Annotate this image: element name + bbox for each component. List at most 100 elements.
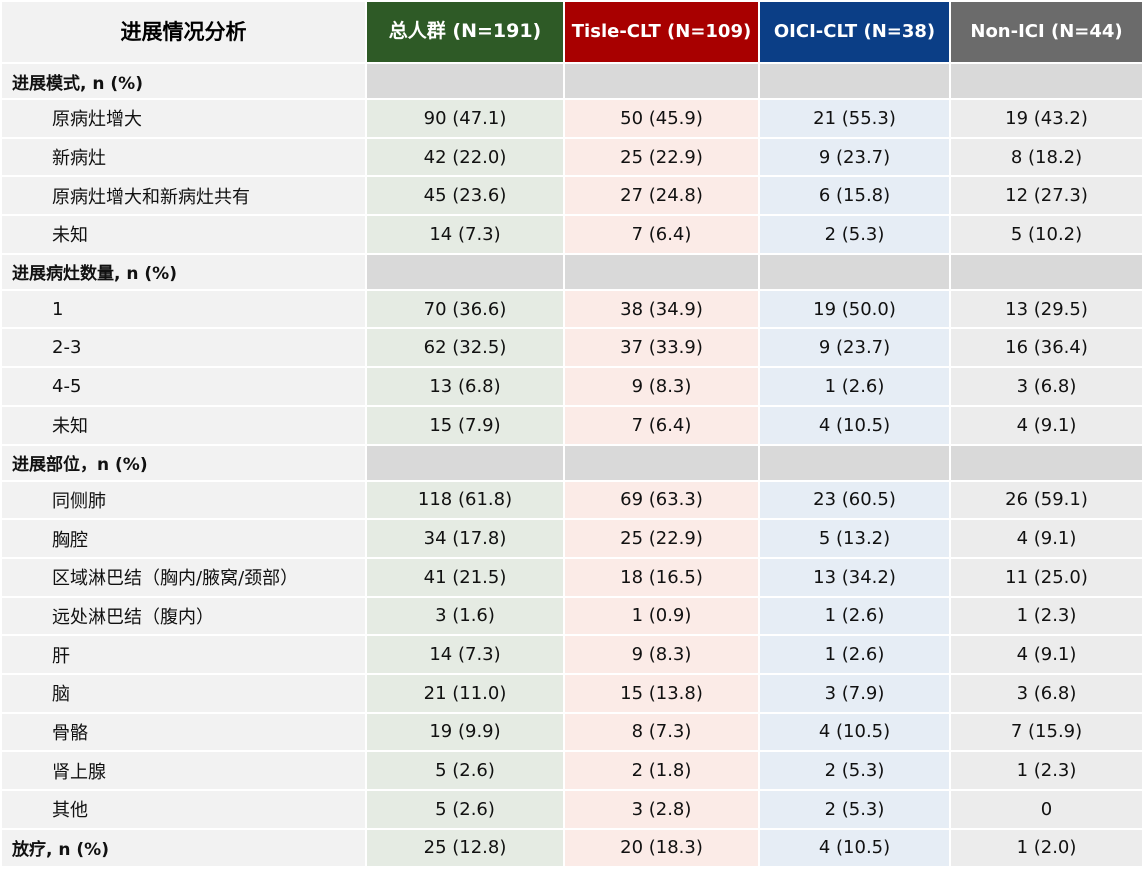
data-cell: 50 (45.9)	[565, 100, 758, 137]
section-title: 进展病灶数量, n (%)	[2, 254, 365, 289]
table-row: 2-3 62 (32.5) 37 (33.9) 9 (23.7) 16 (36.4)	[2, 329, 1142, 367]
data-cell: 25 (12.8)	[367, 829, 563, 866]
table-row: 远处淋巴结（腹内） 3 (1.6) 1 (0.9) 1 (2.6) 1 (2.3)	[2, 597, 1142, 635]
data-cell: 19 (43.2)	[951, 100, 1142, 137]
data-cell: 8 (7.3)	[565, 713, 758, 751]
data-cell: 3 (6.8)	[951, 368, 1142, 405]
data-cell: 11 (25.0)	[951, 558, 1142, 596]
section-fill-cell	[951, 254, 1142, 289]
data-cell: 25 (22.9)	[565, 138, 758, 176]
table-row: 未知 14 (7.3) 7 (6.4) 2 (5.3) 5 (10.2)	[2, 216, 1142, 253]
table-row: 4-5 13 (6.8) 9 (8.3) 1 (2.6) 3 (6.8)	[2, 368, 1142, 405]
table-row: 肝 14 (7.3) 9 (8.3) 1 (2.6) 4 (9.1)	[2, 636, 1142, 673]
data-cell: 13 (34.2)	[760, 558, 949, 596]
section-fill-cell	[760, 445, 949, 480]
section-fill-cell	[367, 64, 563, 98]
section-fill-cell	[367, 254, 563, 289]
data-cell: 37 (33.9)	[565, 329, 758, 367]
data-cell: 4 (9.1)	[951, 520, 1142, 557]
section-fill-cell	[760, 64, 949, 98]
row-label: 其他	[2, 791, 365, 828]
data-cell: 5 (2.6)	[367, 791, 563, 828]
table-row: 未知 15 (7.9) 7 (6.4) 4 (10.5) 4 (9.1)	[2, 406, 1142, 444]
data-cell: 5 (13.2)	[760, 520, 949, 557]
data-cell: 27 (24.8)	[565, 177, 758, 215]
row-label: 未知	[2, 406, 365, 444]
data-cell: 19 (50.0)	[760, 290, 949, 328]
row-label: 区域淋巴结（胸内/腋窝/颈部）	[2, 558, 365, 596]
data-cell: 62 (32.5)	[367, 329, 563, 367]
section-fill-cell	[565, 254, 758, 289]
row-label: 胸腔	[2, 520, 365, 557]
data-cell: 20 (18.3)	[565, 829, 758, 866]
data-cell: 2 (5.3)	[760, 791, 949, 828]
row-label: 原病灶增大和新病灶共有	[2, 177, 365, 215]
table-header-row: 进展情况分析 总人群 (N=191) Tisle-CLT (N=109) OIC…	[2, 2, 1142, 62]
data-cell: 2 (1.8)	[565, 752, 758, 789]
row-label: 4-5	[2, 368, 365, 405]
data-cell: 2 (5.3)	[760, 216, 949, 253]
data-cell: 69 (63.3)	[565, 481, 758, 519]
data-cell: 26 (59.1)	[951, 481, 1142, 519]
table-row: 1 70 (36.6) 38 (34.9) 19 (50.0) 13 (29.5)	[2, 290, 1142, 328]
data-cell: 1 (2.6)	[760, 368, 949, 405]
table-row: 区域淋巴结（胸内/腋窝/颈部） 41 (21.5) 18 (16.5) 13 (34.…	[2, 558, 1142, 596]
data-cell: 18 (16.5)	[565, 558, 758, 596]
data-cell: 9 (23.7)	[760, 329, 949, 367]
data-cell: 14 (7.3)	[367, 636, 563, 673]
data-cell: 1 (2.3)	[951, 597, 1142, 635]
header-analysis: 进展情况分析	[2, 2, 365, 62]
data-cell: 25 (22.9)	[565, 520, 758, 557]
data-cell: 6 (15.8)	[760, 177, 949, 215]
data-cell: 7 (6.4)	[565, 406, 758, 444]
data-cell: 9 (23.7)	[760, 138, 949, 176]
data-cell: 4 (10.5)	[760, 406, 949, 444]
data-cell: 4 (10.5)	[760, 713, 949, 751]
data-cell: 90 (47.1)	[367, 100, 563, 137]
section-header-row: 进展部位，n (%)	[2, 445, 1142, 480]
section-fill-cell	[367, 445, 563, 480]
data-cell: 0	[951, 791, 1142, 828]
data-cell: 15 (13.8)	[565, 674, 758, 712]
data-cell: 1 (0.9)	[565, 597, 758, 635]
row-label: 肝	[2, 636, 365, 673]
data-cell: 1 (2.0)	[951, 829, 1142, 866]
data-cell: 3 (1.6)	[367, 597, 563, 635]
table-row: 原病灶增大和新病灶共有 45 (23.6) 27 (24.8) 6 (15.8) 12 …	[2, 177, 1142, 215]
data-cell: 15 (7.9)	[367, 406, 563, 444]
data-cell: 5 (10.2)	[951, 216, 1142, 253]
data-cell: 42 (22.0)	[367, 138, 563, 176]
table-row: 骨骼 19 (9.9) 8 (7.3) 4 (10.5) 7 (15.9)	[2, 713, 1142, 751]
header-tisle-clt: Tisle-CLT (N=109)	[565, 2, 758, 62]
section-title: 进展部位，n (%)	[2, 445, 365, 480]
table-row: 其他 5 (2.6) 3 (2.8) 2 (5.3) 0	[2, 791, 1142, 828]
section-fill-cell	[565, 64, 758, 98]
data-cell: 38 (34.9)	[565, 290, 758, 328]
data-cell: 34 (17.8)	[367, 520, 563, 557]
table-row: 胸腔 34 (17.8) 25 (22.9) 5 (13.2) 4 (9.1)	[2, 520, 1142, 557]
data-cell: 13 (29.5)	[951, 290, 1142, 328]
data-cell: 7 (6.4)	[565, 216, 758, 253]
data-cell: 16 (36.4)	[951, 329, 1142, 367]
data-cell: 41 (21.5)	[367, 558, 563, 596]
data-cell: 1 (2.6)	[760, 636, 949, 673]
data-cell: 23 (60.5)	[760, 481, 949, 519]
data-cell: 1 (2.6)	[760, 597, 949, 635]
row-label: 脑	[2, 674, 365, 712]
data-cell: 8 (18.2)	[951, 138, 1142, 176]
table-row: 同侧肺 118 (61.8) 69 (63.3) 23 (60.5) 26 (59.1)	[2, 481, 1142, 519]
section-fill-cell	[760, 254, 949, 289]
data-cell: 21 (55.3)	[760, 100, 949, 137]
row-label: 未知	[2, 216, 365, 253]
header-total-population: 总人群 (N=191)	[367, 2, 563, 62]
data-cell: 3 (2.8)	[565, 791, 758, 828]
data-cell: 13 (6.8)	[367, 368, 563, 405]
data-cell: 118 (61.8)	[367, 481, 563, 519]
data-cell: 1 (2.3)	[951, 752, 1142, 789]
data-cell: 2 (5.3)	[760, 752, 949, 789]
data-cell: 3 (6.8)	[951, 674, 1142, 712]
data-cell: 9 (8.3)	[565, 636, 758, 673]
radiotherapy-row: 放疗, n (%) 25 (12.8) 20 (18.3) 4 (10.5) 1 (2.…	[2, 829, 1142, 866]
table-row: 肾上腺 5 (2.6) 2 (1.8) 2 (5.3) 1 (2.3)	[2, 752, 1142, 789]
data-cell: 19 (9.9)	[367, 713, 563, 751]
